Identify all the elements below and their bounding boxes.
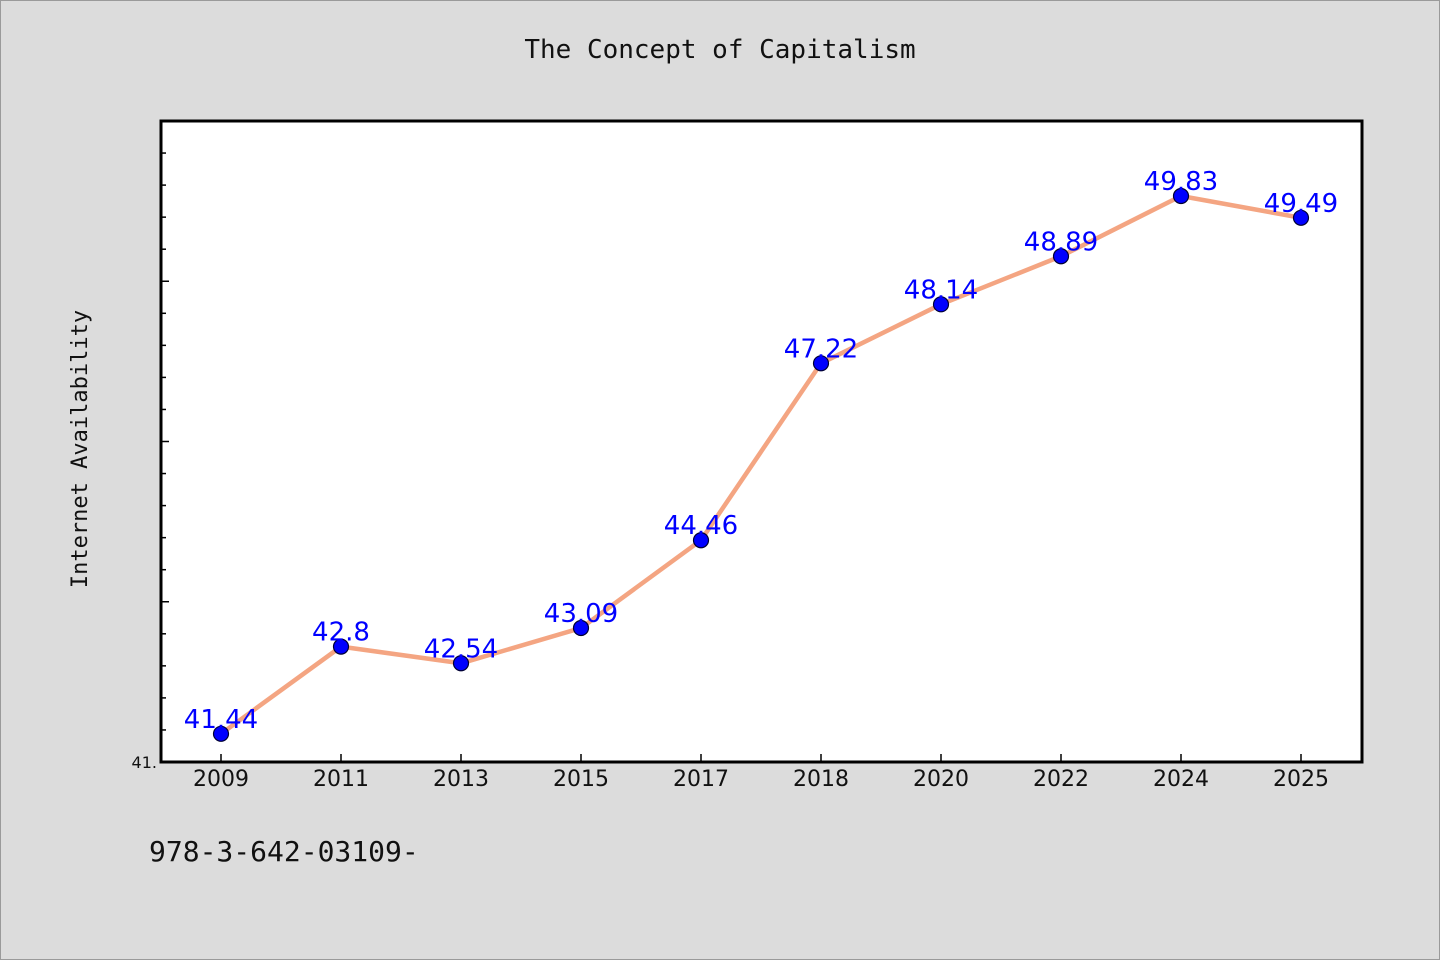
data-label: 49.49	[1264, 189, 1338, 219]
data-point	[1292, 209, 1310, 226]
data-point	[452, 655, 470, 672]
data-point	[572, 619, 590, 637]
data-label: 42.8	[312, 618, 370, 648]
x-tick-label: 2011	[313, 767, 369, 792]
series-line-group	[219, 193, 1302, 736]
data-label: 42.54	[424, 634, 498, 664]
data-point	[692, 532, 710, 549]
data-point	[932, 296, 950, 313]
data-label: 48.14	[904, 275, 978, 305]
data-label: 44.46	[664, 511, 738, 541]
data-label: 43.09	[544, 599, 618, 629]
footer-code: 978-3-642-03109-	[149, 835, 419, 868]
data-label: 48.89	[1024, 227, 1098, 257]
data-label: 47.22	[784, 334, 858, 364]
plot-area	[161, 121, 1362, 762]
x-tick-label: 2024	[1153, 767, 1209, 792]
y-axis-tick-labels: 41.	[132, 753, 157, 772]
chart-title: The Concept of Capitalism	[524, 35, 916, 65]
data-point	[212, 725, 230, 742]
x-tick-label: 2009	[193, 767, 249, 792]
data-label: 49.83	[1144, 167, 1218, 197]
series-line	[219, 193, 1302, 736]
y-axis-title: Internet Availability	[68, 310, 93, 588]
data-markers	[212, 187, 1310, 742]
data-point	[332, 638, 350, 655]
data-point	[1052, 248, 1070, 265]
x-tick-label: 2025	[1273, 767, 1329, 792]
x-tick-label: 2018	[793, 767, 849, 792]
x-tick-label: 2017	[673, 767, 729, 792]
x-tick-label: 2020	[913, 767, 969, 792]
y-tick-label: 41.	[132, 753, 157, 772]
data-point	[1172, 187, 1190, 205]
plot-frame	[159, 119, 1364, 764]
data-label: 41.44	[184, 705, 258, 735]
data-point	[812, 355, 830, 372]
x-axis-ticks: 2009 2011 2013 2015 2017 2018 2020 2022 2024 2025	[193, 754, 1329, 792]
x-tick-label: 2013	[433, 767, 489, 792]
x-tick-label: 2015	[553, 767, 609, 792]
x-tick-label: 2022	[1033, 767, 1089, 792]
data-labels: 41.44 42.8 42.54 43.09 44.46 47.22 48.14 48.89 4…	[184, 167, 1338, 735]
